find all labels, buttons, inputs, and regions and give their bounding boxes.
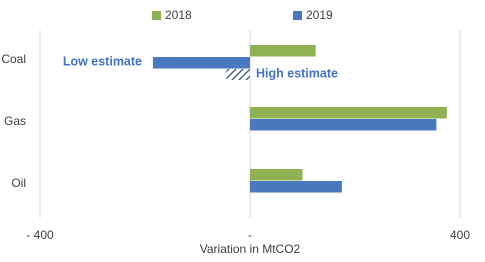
bar [152,57,250,69]
legend-label: 2019 [306,8,333,22]
x-axis-title: Variation in MtCO2 [200,242,301,256]
y-tick-label: Oil [11,176,26,190]
bar [250,169,303,181]
high-estimate-bar [226,69,250,80]
legend-swatch [293,11,302,20]
annotation: Low estimate [63,54,142,68]
x-tick-label: - 400 [26,228,54,242]
y-tick-label: Coal [1,52,26,66]
bar [250,181,342,193]
bar [250,107,447,119]
x-tick-label: 400 [450,228,470,242]
legend-swatch [152,11,161,20]
x-tick-label: - [248,228,252,242]
bar [250,45,316,57]
legend-label: 2018 [165,8,192,22]
annotation: High estimate [256,66,338,80]
y-tick-label: Gas [4,114,26,128]
bar [250,119,437,131]
